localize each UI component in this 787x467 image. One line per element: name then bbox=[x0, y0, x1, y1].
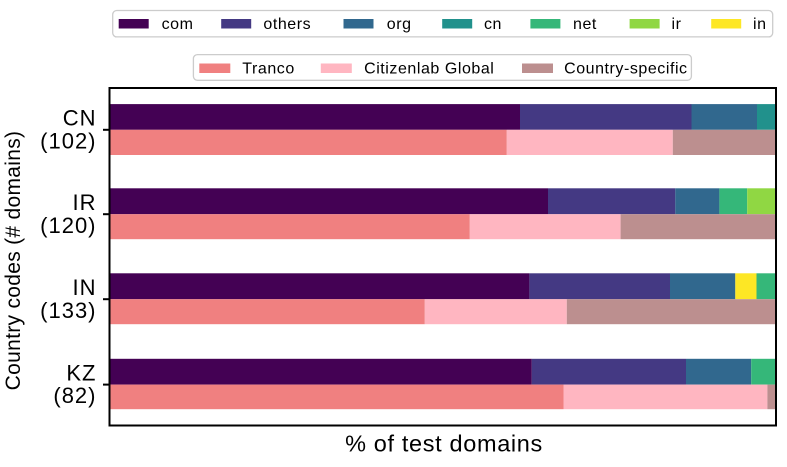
svg-text:(102): (102) bbox=[40, 128, 96, 153]
svg-text:% of test domains: % of test domains bbox=[345, 430, 543, 456]
svg-text:(120): (120) bbox=[40, 213, 96, 238]
svg-text:CN: CN bbox=[63, 106, 97, 131]
svg-text:KZ: KZ bbox=[66, 360, 96, 385]
svg-text:IN: IN bbox=[73, 275, 97, 300]
svg-text:cn: cn bbox=[484, 16, 502, 33]
svg-text:Citizenlab Global: Citizenlab Global bbox=[364, 61, 494, 78]
svg-text:(133): (133) bbox=[40, 298, 96, 323]
svg-text:Tranco: Tranco bbox=[242, 61, 295, 78]
svg-text:org: org bbox=[387, 16, 412, 33]
svg-text:IR: IR bbox=[73, 190, 97, 215]
svg-text:net: net bbox=[573, 16, 597, 33]
svg-text:others: others bbox=[263, 16, 311, 33]
svg-text:(82): (82) bbox=[53, 383, 96, 408]
svg-text:ir: ir bbox=[672, 16, 682, 33]
svg-text:in: in bbox=[753, 16, 767, 33]
svg-text:Country codes (# domains): Country codes (# domains) bbox=[2, 131, 25, 391]
svg-text:Country-specific: Country-specific bbox=[564, 61, 688, 78]
svg-text:com: com bbox=[162, 16, 194, 33]
